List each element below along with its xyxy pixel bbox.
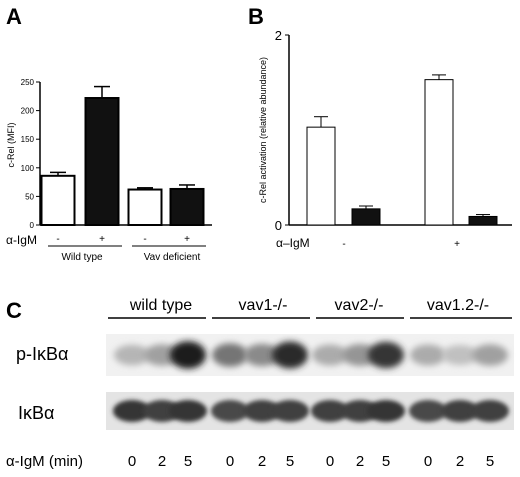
blot-time-value: 5 bbox=[286, 453, 294, 470]
blot-group-label: vav1-/- bbox=[239, 297, 288, 314]
panel-b-bar bbox=[468, 215, 498, 226]
panel-b-ytick-label: 2 bbox=[275, 28, 282, 43]
blot-band-p-ikba bbox=[442, 345, 478, 365]
panel-b-ytick-label: 0 bbox=[275, 218, 282, 233]
blot-time-value: 2 bbox=[456, 453, 464, 470]
blot-time-value: 5 bbox=[382, 453, 390, 470]
blot-row-label-ikba: IκBα bbox=[18, 403, 54, 423]
blot-time-label: α-IgM (min) bbox=[6, 453, 83, 470]
blot-time-value: 5 bbox=[184, 453, 192, 470]
panel-a-ytick-label: 50 bbox=[25, 192, 34, 201]
blot-band-ikba bbox=[441, 400, 479, 422]
panel-b-ylabel: c-Rel activation (relative abundance) bbox=[258, 57, 268, 203]
blot-bands bbox=[113, 341, 509, 422]
panel-b-group-label-minus: - bbox=[342, 239, 345, 250]
blot-band-ikba bbox=[143, 400, 181, 422]
panel-a-letter: A bbox=[6, 4, 22, 29]
panel-a-group-label-vav-deficient: Vav deficient bbox=[144, 252, 201, 263]
panel-a-ytick-label: 100 bbox=[21, 164, 35, 173]
blot-band-p-ikba bbox=[272, 341, 308, 369]
panel-a-ylabel: c-Rel (MFI) bbox=[6, 123, 16, 168]
panel-a-bar bbox=[169, 187, 205, 227]
panel-a-bars bbox=[40, 85, 205, 227]
panel-c-letter: C bbox=[6, 298, 22, 323]
blot-band-p-ikba bbox=[410, 344, 446, 366]
panel-b-letter: B bbox=[248, 4, 264, 29]
blot-band-p-ikba bbox=[342, 344, 378, 366]
blot-row-label-p-ikba: p-IκBα bbox=[16, 344, 68, 364]
panel-b-bar bbox=[351, 208, 381, 226]
panel-a-bar bbox=[84, 97, 120, 226]
blot-band-ikba bbox=[113, 400, 151, 422]
blot-band-p-ikba bbox=[368, 341, 404, 369]
panel-b-bars bbox=[306, 74, 498, 226]
blot-band-ikba bbox=[471, 400, 509, 422]
panel-a-category-label: + bbox=[99, 234, 105, 245]
blot-band-ikba bbox=[311, 400, 349, 422]
blot-time-value: 2 bbox=[258, 453, 266, 470]
panel-b-group-label-plus: + bbox=[454, 239, 460, 250]
blot-band-p-ikba bbox=[312, 344, 348, 366]
blot-band-ikba bbox=[211, 400, 249, 422]
panel-a-group-label-wild-type: Wild type bbox=[61, 252, 103, 263]
blot-band-ikba bbox=[271, 400, 309, 422]
blot-band-p-ikba bbox=[114, 344, 150, 366]
panel-c: C wild type vav1-/- vav2-/- vav1.2-/- p-IκB… bbox=[6, 297, 514, 470]
panel-a-treatment-label: α-IgM bbox=[6, 233, 37, 247]
panel-a-category-label: - bbox=[143, 234, 146, 245]
blot-band-ikba bbox=[243, 400, 281, 422]
blot-time-labels: 0 2 5 0 2 5 0 2 5 0 2 5 bbox=[128, 453, 494, 470]
panel-a-ytick-label: 200 bbox=[21, 107, 35, 116]
panel-a-category-label: - bbox=[56, 234, 59, 245]
blot-time-value: 2 bbox=[158, 453, 166, 470]
blot-band-ikba bbox=[169, 400, 207, 422]
panel-a-category-label: + bbox=[184, 234, 190, 245]
blot-band-ikba bbox=[341, 400, 379, 422]
panel-a-bar bbox=[127, 188, 163, 226]
panel-a-ytick-label: 250 bbox=[21, 78, 35, 87]
panel-a-category-labels: - + - + bbox=[56, 234, 190, 245]
blot-band-p-ikba bbox=[472, 344, 508, 366]
panel-b-bar bbox=[306, 126, 336, 226]
panel-b-treatment-label: α–IgM bbox=[276, 236, 310, 250]
blot-group-labels: wild type vav1-/- vav2-/- vav1.2-/- bbox=[108, 297, 512, 319]
blot-time-value: 0 bbox=[128, 453, 136, 470]
blot-band-p-ikba bbox=[212, 343, 248, 367]
panel-a-ytick-label: 0 bbox=[30, 221, 35, 230]
blot-group-label: vav2-/- bbox=[335, 297, 384, 314]
blot-group-label: vav1.2-/- bbox=[427, 297, 489, 314]
blot-time-value: 5 bbox=[486, 453, 494, 470]
panel-a-bar bbox=[40, 174, 76, 226]
blot-time-value: 0 bbox=[424, 453, 432, 470]
blot-band-ikba bbox=[409, 400, 447, 422]
blot-band-ikba bbox=[367, 400, 405, 422]
blot-time-value: 0 bbox=[326, 453, 334, 470]
blot-time-value: 0 bbox=[226, 453, 234, 470]
blot-time-value: 2 bbox=[356, 453, 364, 470]
blot-band-p-ikba bbox=[144, 344, 180, 366]
panel-b: B c-Rel activation (relative abundance) … bbox=[248, 4, 512, 250]
blot-group-label: wild type bbox=[129, 297, 192, 314]
panel-b-bar bbox=[424, 79, 454, 226]
blot-band-p-ikba bbox=[170, 341, 206, 369]
panel-a: A c-Rel (MFI) 0 50 100 150 200 250 α-IgM - + - +… bbox=[6, 4, 212, 263]
panel-a-ytick-label: 150 bbox=[21, 135, 35, 144]
blot-band-p-ikba bbox=[244, 343, 280, 367]
